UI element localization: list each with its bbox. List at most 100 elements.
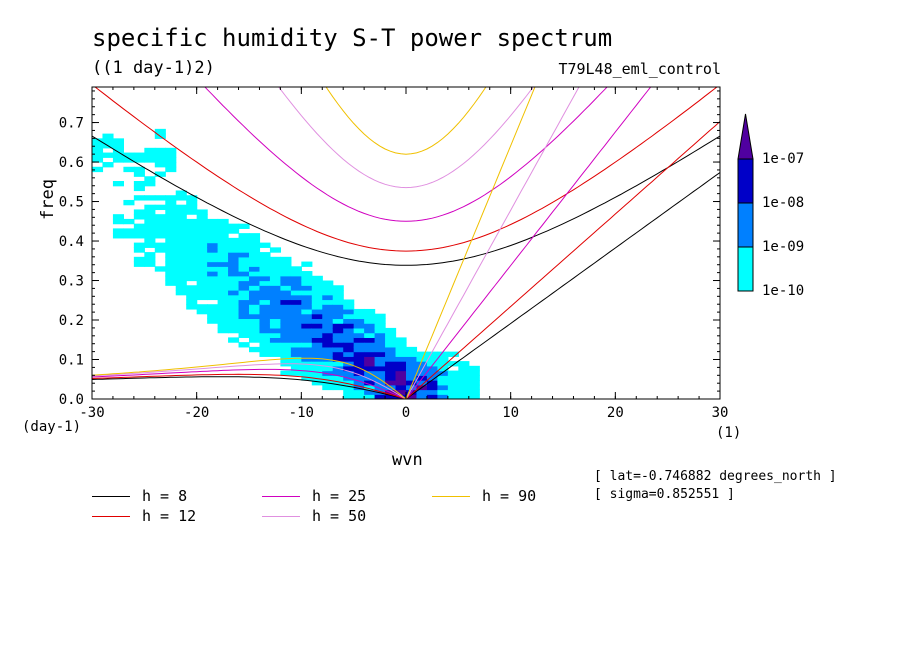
power-cell [447,370,459,376]
power-cell [374,346,386,353]
power-cell [311,365,323,372]
power-cell [426,384,438,391]
power-cell [353,389,365,395]
power-cell [395,365,407,372]
power-cell [249,247,261,253]
power-cell [133,214,145,220]
power-cell [426,356,438,362]
power-cell [217,275,229,282]
power-cell [186,218,198,225]
power-cell [280,337,292,343]
power-cell [343,384,355,391]
power-cell [259,275,271,282]
y-tick-label: 0.4 [59,234,84,250]
power-cell [332,337,344,343]
power-cell [311,275,323,282]
power-cell [385,356,397,362]
power-cell [311,294,323,301]
power-cell [458,389,470,395]
power-cell [364,380,376,386]
power-cell [343,346,355,353]
power-cell [249,308,261,315]
power-cell [458,361,470,367]
power-cell [437,351,449,357]
latitude-info: [ lat=-0.746882 degrees_north ] [594,469,837,484]
power-cell [249,313,261,320]
power-cell [437,384,449,391]
power-cell [186,247,198,253]
power-cell [238,223,250,229]
power-cell [249,242,261,248]
power-cell [175,228,187,234]
power-cell [301,304,313,310]
x-tick-label: 20 [607,405,624,421]
power-cell [133,152,145,158]
power-cell [269,280,281,286]
power-cell [238,285,250,291]
power-cell [416,351,428,357]
power-cell [259,256,271,263]
power-cell [144,176,156,182]
power-cell [217,327,229,334]
power-cell [458,380,470,386]
power-cell [196,280,208,286]
power-cell [311,375,323,381]
power-cell [406,365,418,372]
power-cell [269,299,281,305]
power-cell [249,285,261,291]
power-cell [259,294,271,301]
power-cell [259,342,271,348]
power-cell [269,294,281,301]
power-cell [165,256,177,263]
power-cell [207,223,219,229]
power-cell [395,342,407,348]
power-cell [426,380,438,386]
power-cell [353,356,365,362]
power-cell [426,394,438,399]
power-cell [228,285,240,291]
x-tick-label: 0 [402,405,410,421]
power-cell [186,204,198,211]
power-cell [458,394,470,399]
dispersion-curve-h50 [405,87,580,399]
legend-item-h8: h = 8 [92,487,187,505]
power-cell [217,304,229,310]
power-cell [165,271,177,277]
power-cell [269,323,281,329]
power-cell [280,342,292,348]
power-cell [228,280,240,286]
power-cell [238,289,250,296]
power-cell [269,261,281,267]
power-cell [228,327,240,334]
power-cell [238,266,250,272]
power-cell [374,332,386,338]
power-cell [228,337,240,343]
power-cell [186,242,198,248]
power-cell [259,346,271,353]
power-cell [280,285,292,291]
power-cell [196,214,208,220]
power-cell [290,365,302,372]
power-cell [249,233,261,239]
power-cell [301,318,313,324]
power-cell [228,318,240,324]
power-cell [332,384,344,391]
colorbar-level-label: 1e-07 [762,151,805,167]
power-cell [364,332,376,338]
power-cell [290,323,302,329]
power-cell [322,370,334,376]
power-cell [228,323,240,329]
power-cell [468,380,480,386]
power-cell [301,365,313,372]
power-cell [196,294,208,301]
power-cell [332,380,344,386]
x-axis-label: wvn [392,450,423,470]
power-cell [175,237,187,244]
power-cell [322,356,334,362]
power-cell [437,370,449,376]
power-cell [228,266,240,272]
power-cell [385,332,397,338]
power-cell [311,323,323,329]
power-cell [196,304,208,310]
